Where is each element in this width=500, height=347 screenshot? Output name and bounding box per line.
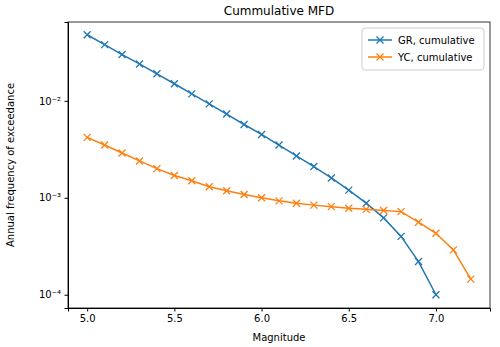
marker bbox=[84, 134, 91, 141]
legend-marker bbox=[377, 37, 384, 44]
marker bbox=[241, 191, 248, 198]
legend-box bbox=[362, 28, 484, 70]
marker bbox=[450, 246, 457, 253]
tick-label: 5.0 bbox=[80, 313, 96, 324]
marker bbox=[258, 194, 265, 201]
axis-line bbox=[65, 23, 69, 309]
legend: GR, cumulative YC, cumulative bbox=[362, 28, 484, 70]
marker bbox=[153, 165, 160, 172]
tick-mark bbox=[174, 308, 175, 312]
series-line bbox=[87, 137, 471, 279]
tick-label: 7.0 bbox=[428, 313, 444, 324]
tick-mark bbox=[65, 101, 69, 102]
marker bbox=[432, 291, 439, 298]
series-line bbox=[87, 35, 436, 295]
marker bbox=[328, 203, 335, 210]
plot: 5.0 5.5 6.0 6.5 7.0 10⁻⁴ 10⁻³ 10⁻² GR, cumulativ… bbox=[39, 22, 491, 324]
tick: 6.5 bbox=[341, 308, 357, 324]
marker bbox=[398, 233, 405, 240]
marker bbox=[136, 60, 143, 67]
legend-item: YC, cumulative bbox=[368, 52, 473, 63]
marker bbox=[101, 142, 108, 149]
tick-label: 6.0 bbox=[254, 313, 270, 324]
tick: 5.0 bbox=[80, 308, 96, 324]
marker bbox=[345, 187, 352, 194]
legend-label: YC, cumulative bbox=[397, 52, 473, 63]
tick-label: 10⁻² bbox=[39, 96, 61, 107]
tick: 10⁻⁴ bbox=[39, 289, 68, 300]
tick-mark bbox=[349, 308, 350, 312]
tick-label: 6.5 bbox=[341, 313, 357, 324]
marker bbox=[206, 183, 213, 190]
tick-mark bbox=[65, 198, 69, 199]
data-area bbox=[84, 31, 475, 298]
marker bbox=[415, 258, 422, 265]
marker bbox=[380, 214, 387, 221]
marker bbox=[206, 100, 213, 107]
marker bbox=[432, 230, 439, 237]
x-axis: 5.0 5.5 6.0 6.5 7.0 bbox=[69, 308, 491, 324]
tick: 5.5 bbox=[167, 308, 183, 324]
tick-label: 5.5 bbox=[167, 313, 183, 324]
marker bbox=[171, 80, 178, 87]
marker bbox=[310, 163, 317, 170]
marker bbox=[380, 207, 387, 214]
marker bbox=[241, 121, 248, 128]
tick-mark bbox=[65, 295, 69, 296]
tick-label: 10⁻³ bbox=[39, 192, 61, 203]
marker bbox=[136, 157, 143, 164]
frame bbox=[68, 22, 490, 308]
marker bbox=[276, 197, 283, 204]
marker bbox=[119, 51, 126, 58]
marker bbox=[310, 202, 317, 209]
marker bbox=[258, 131, 265, 138]
axis-line bbox=[69, 309, 491, 312]
y-axis-title: Annual frequency of exceedance bbox=[5, 83, 16, 247]
marker bbox=[223, 187, 230, 194]
title: Cummulative MFD bbox=[224, 4, 335, 18]
marker bbox=[119, 149, 126, 156]
marker bbox=[84, 31, 91, 38]
tick: 6.0 bbox=[254, 308, 270, 324]
marker bbox=[171, 172, 178, 179]
marker bbox=[276, 142, 283, 149]
marker bbox=[223, 111, 230, 118]
marker bbox=[188, 90, 195, 97]
y-axis: 10⁻⁴ 10⁻³ 10⁻² bbox=[39, 23, 69, 309]
tick-mark bbox=[436, 308, 437, 312]
marker bbox=[363, 200, 370, 207]
tick: 10⁻² bbox=[39, 96, 68, 107]
x-axis-title: Magnitude bbox=[253, 332, 306, 343]
marker bbox=[101, 41, 108, 48]
marker bbox=[398, 208, 405, 215]
chart: 5.0 5.5 6.0 6.5 7.0 10⁻⁴ 10⁻³ 10⁻² GR, cumulativ… bbox=[0, 0, 500, 347]
marker bbox=[415, 219, 422, 226]
marker bbox=[293, 152, 300, 159]
marker bbox=[293, 200, 300, 207]
legend-label: GR, cumulative bbox=[398, 35, 475, 46]
tick: 7.0 bbox=[428, 308, 444, 324]
marker bbox=[328, 174, 335, 181]
tick-mark bbox=[87, 308, 88, 312]
tick: 10⁻³ bbox=[39, 192, 68, 203]
marker bbox=[188, 177, 195, 184]
legend-item: GR, cumulative bbox=[368, 35, 475, 46]
legend-marker bbox=[377, 54, 384, 61]
tick-mark bbox=[262, 308, 263, 312]
tick-label: 10⁻⁴ bbox=[39, 289, 61, 300]
marker bbox=[345, 205, 352, 212]
marker bbox=[467, 276, 474, 283]
marker bbox=[363, 206, 370, 213]
marker bbox=[153, 70, 160, 77]
